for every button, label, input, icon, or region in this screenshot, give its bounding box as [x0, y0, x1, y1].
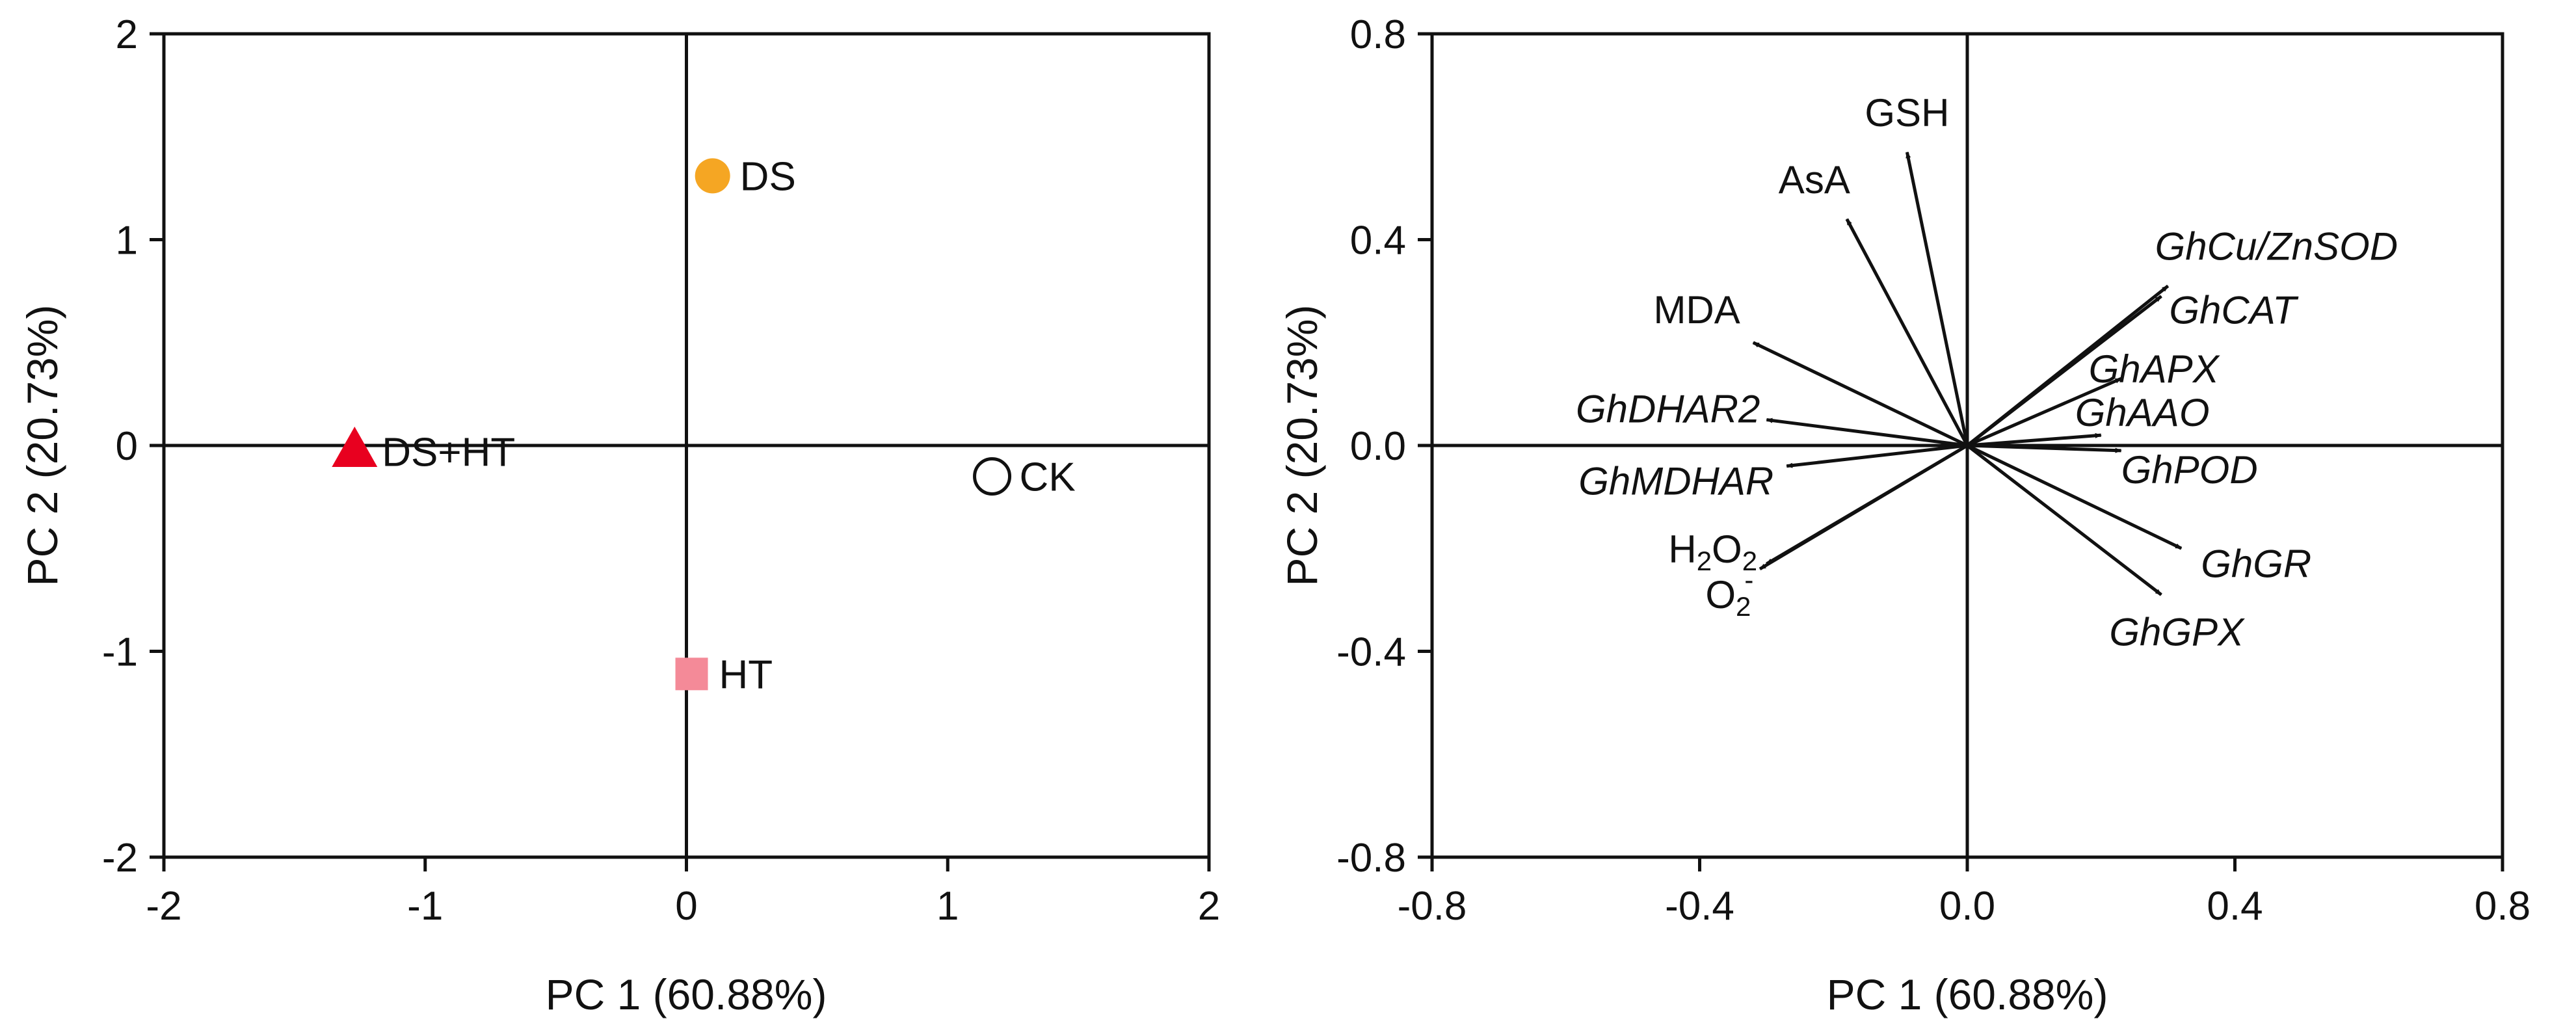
loadings-x-tick-label: -0.4 [1665, 884, 1734, 929]
vector-ghmdhar-label: GhMDHAR [1578, 460, 1773, 503]
vector-ghapx-label: GhAPX [2089, 347, 2220, 391]
vector-mda-arrow [1752, 341, 1969, 447]
vector-ghaao-label: GhAAO [2075, 391, 2210, 434]
scores-x-tick-label: 2 [1198, 884, 1220, 929]
vector-ghgr-label: GhGR [2201, 542, 2311, 585]
loadings-y-tick-label: -0.8 [1336, 836, 1406, 881]
vector-ghcu-znsod-label: GhCu/ZnSOD [2155, 225, 2398, 269]
loadings-x-tick-label: 0.0 [1939, 884, 1995, 929]
point-ht-label: HT [719, 652, 773, 697]
vector-o2--arrow [1766, 444, 1969, 566]
vector-ghdhar2-arrow [1766, 418, 1968, 447]
loadings-plot: -0.8 -0.4 0.0 0.4 0.8 -0.8 -0.4 0.0 0.4 0.8 GSH As… [1278, 12, 2530, 1018]
scores-y-tick-label: -2 [102, 836, 138, 881]
scores-y-tick-label: 1 [116, 219, 138, 263]
scores-y-tick-label: 2 [116, 12, 138, 57]
scores-y-tick-label: 0 [116, 424, 138, 469]
point-ds-marker [695, 158, 730, 194]
point-ds-ht-marker [332, 427, 378, 468]
vector-asa-label: AsA [1779, 158, 1850, 202]
vector-h2o2-label: H2O2 [1668, 527, 1757, 576]
point-ck-marker [973, 457, 1012, 496]
vector-ghcat-label: GhCAT [2169, 289, 2299, 332]
scores-x-tick-label: 1 [936, 884, 959, 929]
loadings-x-tick-label: -0.8 [1398, 884, 1467, 929]
loadings-y-tick-label: -0.4 [1336, 630, 1406, 675]
vector-ghgr-arrow [1966, 444, 2183, 550]
scores-y-tick-label: -1 [102, 630, 138, 675]
scores-x-axis-label: PC 1 (60.88%) [546, 970, 827, 1018]
loadings-x-tick-label: 0.8 [2475, 884, 2530, 929]
vector-ghgpx-label: GhGPX [2109, 610, 2245, 654]
loadings-x-axis-label: PC 1 (60.88%) [1827, 970, 2108, 1018]
point-ds-ht-label: DS+HT [382, 430, 515, 475]
vector-gsh-arrow [1905, 152, 1969, 446]
scores-x-tick-label: -2 [146, 884, 181, 929]
vector-gsh-label: GSH [1865, 91, 1949, 135]
loadings-y-tick-label: 0.4 [1350, 219, 1406, 263]
vector-o2--label: O2- [1705, 564, 1753, 622]
vector-ghdhar2-label: GhDHAR2 [1576, 387, 1760, 431]
loadings-y-tick-label: 0.0 [1350, 424, 1406, 469]
point-ds-label: DS [740, 154, 796, 199]
vector-ghpod-arrow [1967, 444, 2122, 453]
vector-ghpod-label: GhPOD [2121, 448, 2258, 492]
vector-ghgpx-arrow [1966, 444, 2162, 596]
vector-asa-arrow [1845, 218, 1969, 447]
vector-ghapx-arrow [1967, 377, 2122, 447]
vector-ghcat-arrow [1966, 295, 2162, 447]
scores-x-tick-label: 0 [675, 884, 697, 929]
scores-y-axis-label: PC 2 (20.73%) [18, 305, 66, 587]
vector-ghaao-arrow [1967, 432, 2102, 447]
loadings-y-axis-label: PC 2 (20.73%) [1278, 305, 1326, 587]
loadings-x-tick-label: 0.4 [2207, 884, 2263, 929]
point-ht-marker [675, 657, 708, 691]
point-ck-label: CK [1020, 455, 1076, 499]
loadings-y-tick-label: 0.8 [1350, 12, 1406, 57]
vector-ghmdhar-arrow [1786, 444, 1968, 468]
vector-mda-label: MDA [1653, 288, 1740, 332]
scores-x-tick-label: -1 [407, 884, 443, 929]
scores-plot: -2 -1 0 1 2 -2 -1 0 1 2 DS DS+HT CK HT PC 1 (60.88%)… [18, 12, 1220, 1018]
